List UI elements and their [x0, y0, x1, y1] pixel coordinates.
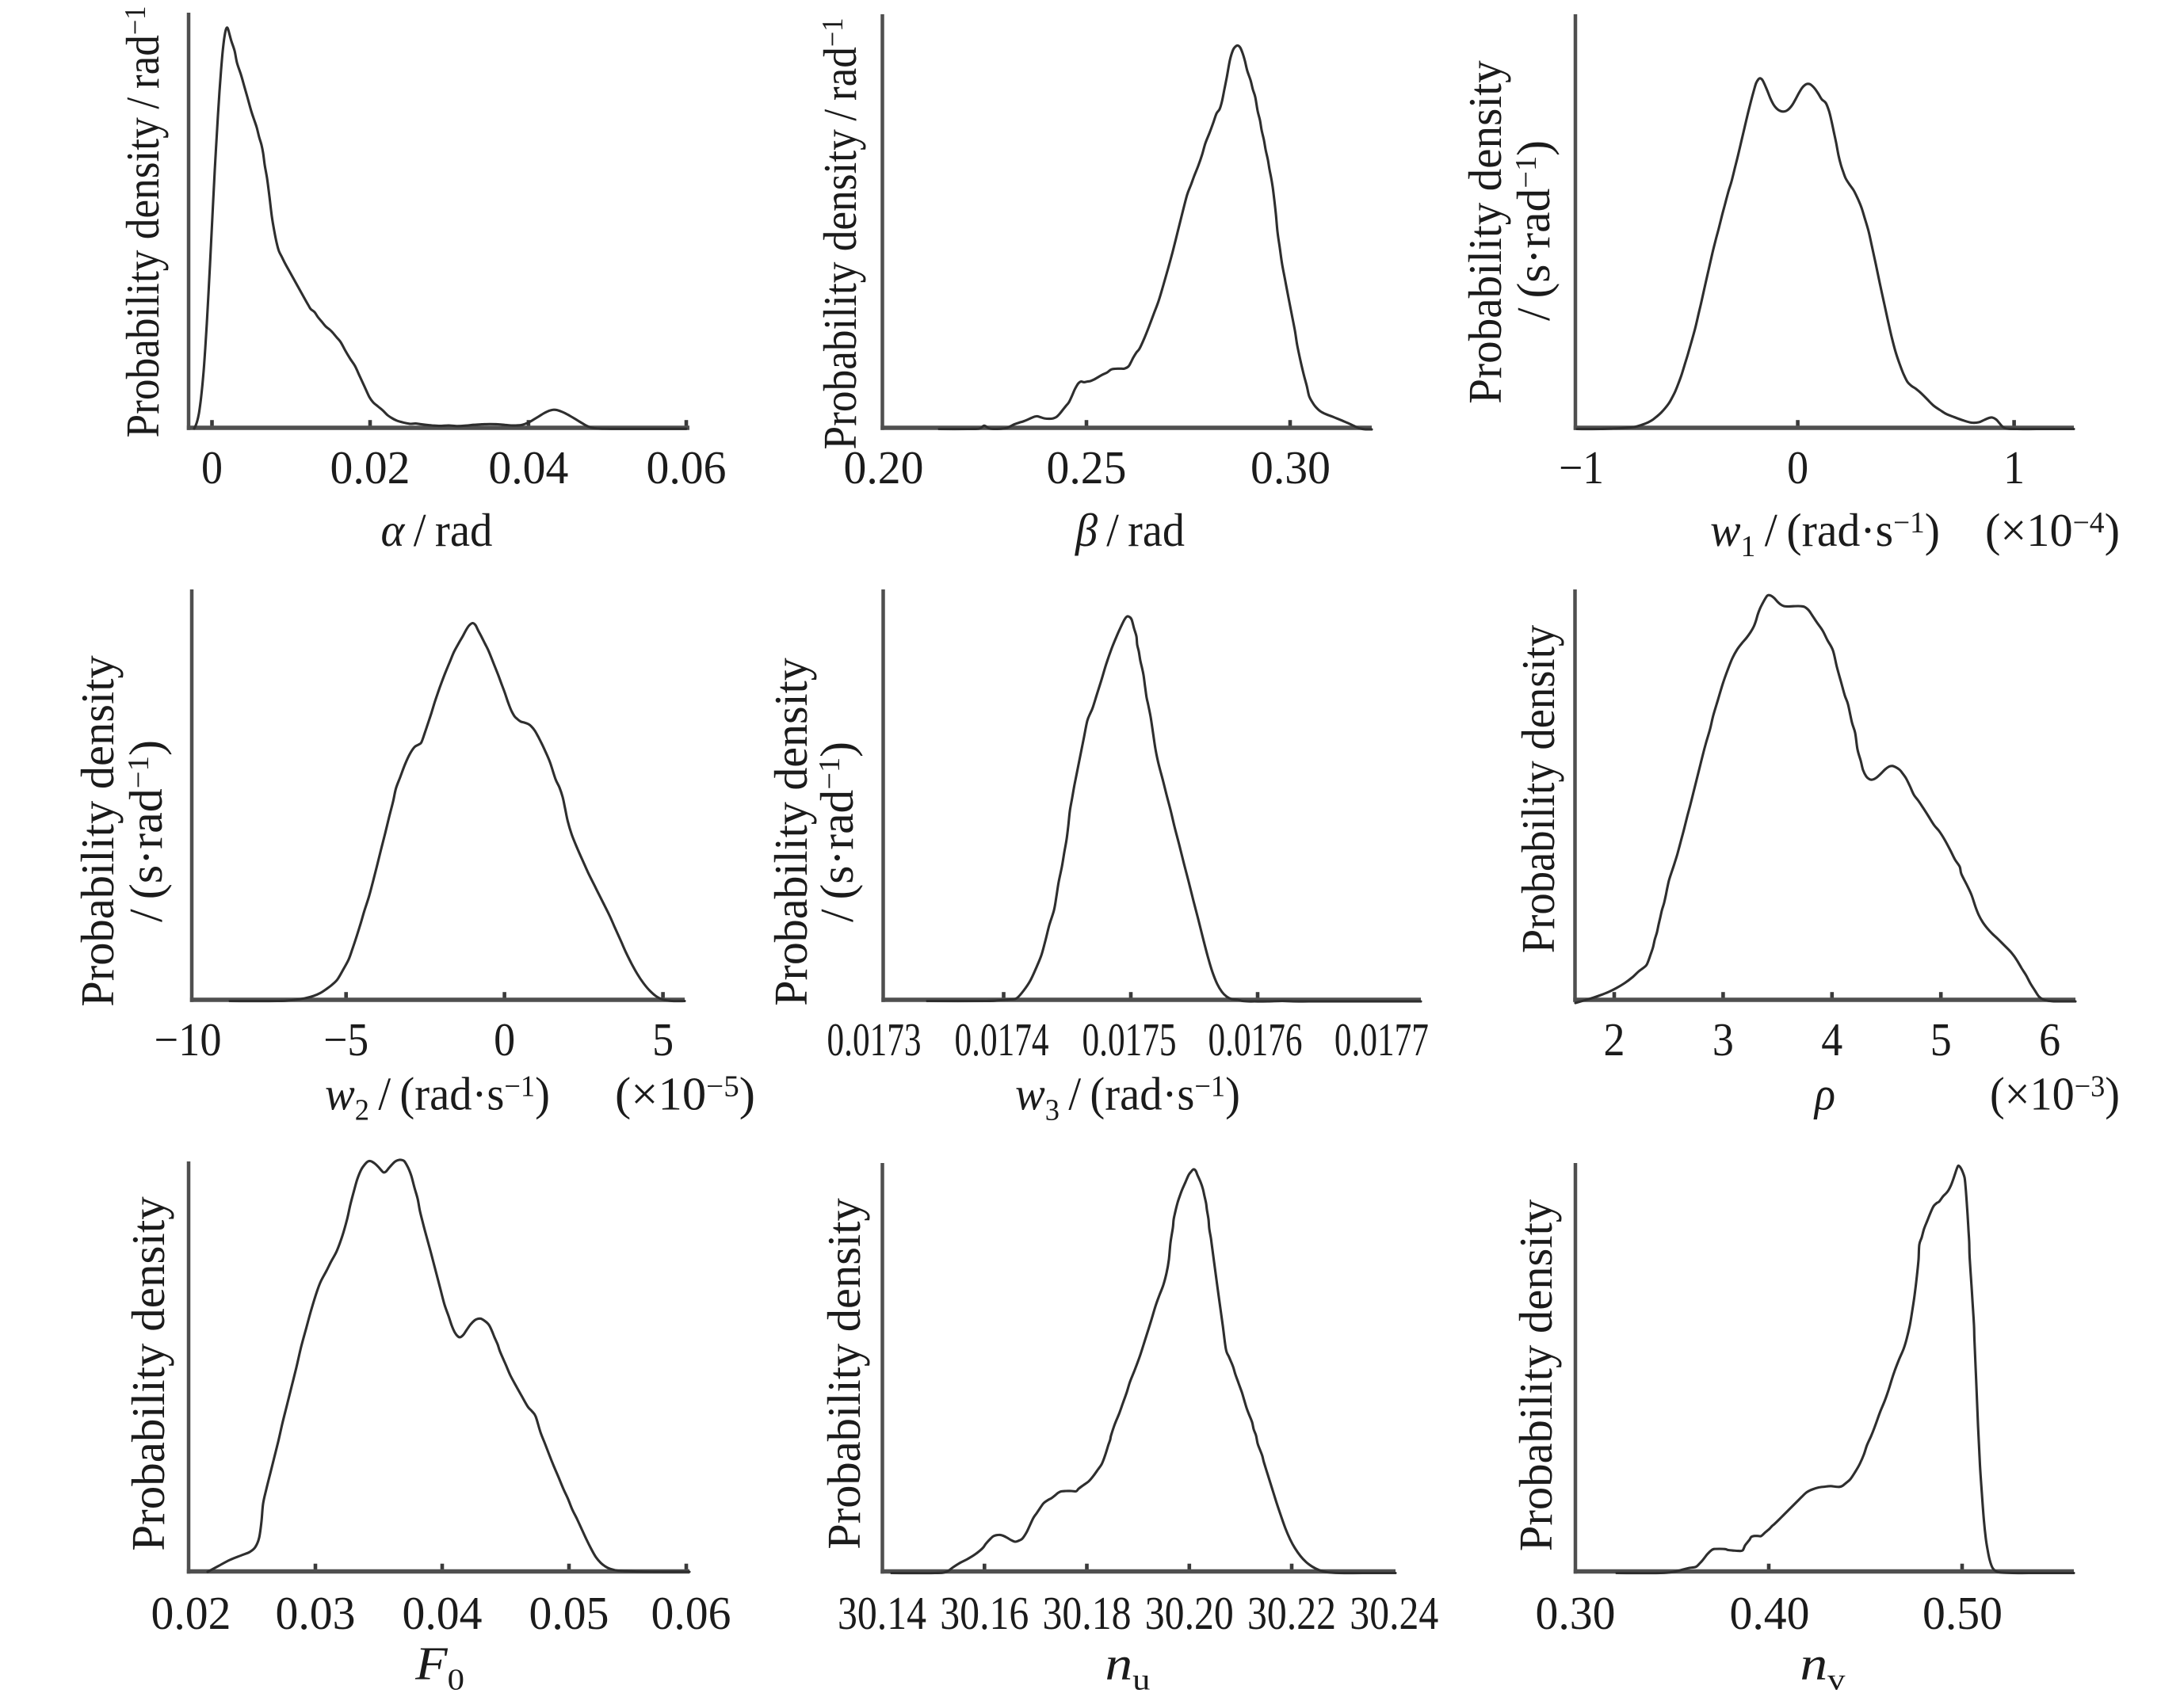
svg-text:0: 0	[201, 441, 223, 494]
svg-text:0.40: 0.40	[1730, 1587, 1810, 1639]
svg-text:6: 6	[2039, 1013, 2060, 1066]
svg-text:/ (s·rad−1): / (s·rad−1)	[1507, 140, 1560, 321]
svg-text:Probability density: Probability density	[766, 658, 818, 1005]
svg-text:2: 2	[1604, 1013, 1625, 1066]
svg-text:0.04: 0.04	[403, 1587, 483, 1639]
svg-text:30.20: 30.20	[1145, 1587, 1234, 1639]
svg-text:Probability density: Probability density	[72, 655, 124, 1007]
svg-text:F0: F0	[414, 1638, 464, 1696]
svg-text:0.0175: 0.0175	[1082, 1013, 1177, 1066]
svg-text:30.14: 30.14	[838, 1587, 926, 1639]
svg-text:3: 3	[1712, 1013, 1734, 1066]
svg-text:0.50: 0.50	[1922, 1587, 2003, 1639]
svg-text:β / rad: β / rad	[1075, 505, 1185, 556]
svg-text:0.02: 0.02	[330, 441, 410, 494]
svg-text:5: 5	[652, 1013, 674, 1066]
svg-text:0.30: 0.30	[1250, 441, 1331, 494]
svg-text:w1 / (rad·s−1): w1 / (rad·s−1)	[1710, 504, 1940, 563]
svg-text:0.05: 0.05	[529, 1587, 609, 1639]
svg-text:0.06: 0.06	[647, 441, 727, 494]
svg-text:0.20: 0.20	[844, 441, 924, 494]
svg-text:4: 4	[1821, 1013, 1842, 1066]
svg-text:−10: −10	[155, 1013, 222, 1066]
svg-text:nv: nv	[1800, 1638, 1845, 1695]
svg-text:Probability density / rad−1: Probability density / rad−1	[118, 6, 170, 438]
svg-text:0: 0	[494, 1013, 515, 1066]
svg-text:0.0174: 0.0174	[955, 1013, 1049, 1066]
svg-text:Probability density: Probability density	[1510, 1199, 1562, 1551]
svg-text:0.0176: 0.0176	[1208, 1013, 1303, 1066]
svg-text:0: 0	[1787, 441, 1808, 494]
svg-text:30.16: 30.16	[940, 1587, 1029, 1639]
svg-text:0.04: 0.04	[488, 441, 568, 494]
svg-text:α / rad: α / rad	[381, 504, 493, 556]
svg-text:nu: nu	[1105, 1638, 1150, 1695]
svg-text:w3 / (rad·s−1): w3 / (rad·s−1)	[1015, 1067, 1240, 1127]
svg-text:−5: −5	[323, 1013, 368, 1066]
svg-text:0.03: 0.03	[276, 1587, 356, 1639]
svg-text:w2 / (rad·s−1): w2 / (rad·s−1)	[325, 1067, 550, 1127]
svg-text:Probability density: Probability density	[1459, 60, 1511, 403]
svg-text:0.06: 0.06	[651, 1587, 731, 1639]
svg-text:ρ: ρ	[1813, 1069, 1835, 1120]
svg-text:Probability density: Probability density	[1513, 624, 1564, 953]
svg-text:0.0173: 0.0173	[827, 1013, 922, 1066]
svg-text:Probability density: Probability density	[819, 1198, 870, 1550]
svg-text:1: 1	[2003, 441, 2025, 494]
svg-text:0.02: 0.02	[151, 1587, 231, 1639]
svg-text:0.0177: 0.0177	[1334, 1013, 1429, 1066]
svg-text:0.30: 0.30	[1536, 1587, 1616, 1639]
svg-text:Probability density: Probability density	[122, 1196, 174, 1551]
svg-text:30.22: 30.22	[1247, 1587, 1336, 1639]
svg-text:5: 5	[1930, 1013, 1952, 1066]
svg-text:0.25: 0.25	[1047, 441, 1127, 494]
svg-text:30.18: 30.18	[1043, 1587, 1132, 1639]
svg-text:−1: −1	[1559, 441, 1604, 494]
svg-text:Probability density / rad−1: Probability density / rad−1	[815, 18, 867, 450]
svg-text:30.24: 30.24	[1350, 1587, 1438, 1639]
